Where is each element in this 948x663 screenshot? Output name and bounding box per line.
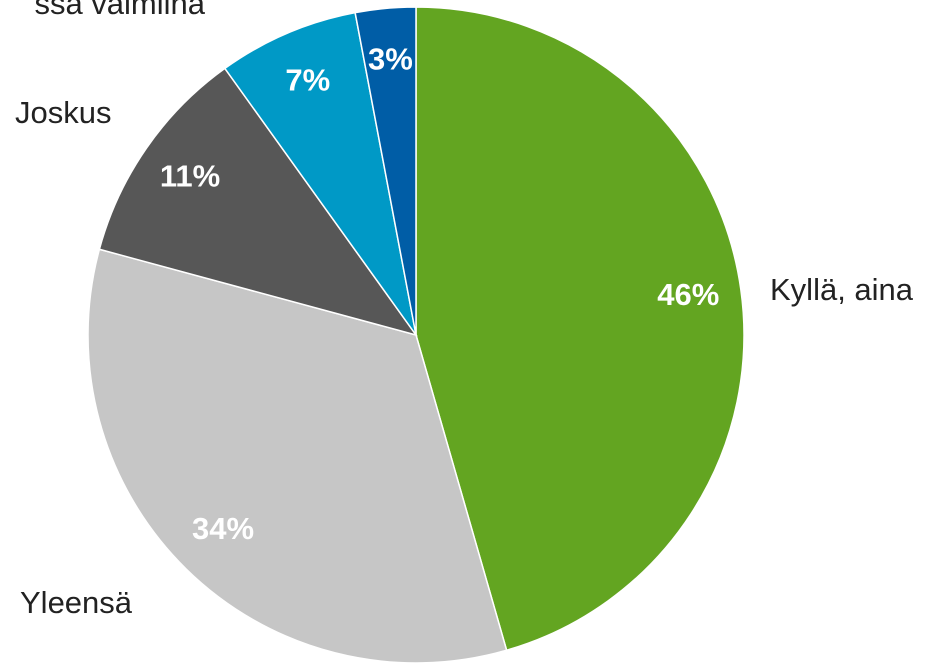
category-label: Yleensä <box>20 585 133 620</box>
pie-slice <box>354 6 417 336</box>
data-label: 34% <box>192 511 254 546</box>
data-label: 11% <box>160 158 220 193</box>
category-label: Kyllä, aina <box>770 272 914 307</box>
data-label: 46% <box>657 277 719 312</box>
category-label: Joskus <box>15 95 111 130</box>
category-label: ssa valmiina <box>34 0 205 21</box>
data-label: 3% <box>368 41 413 76</box>
pie-slice <box>98 67 418 337</box>
data-label: 7% <box>285 62 330 97</box>
pie-slice <box>223 11 417 336</box>
pie-slice <box>415 6 745 652</box>
